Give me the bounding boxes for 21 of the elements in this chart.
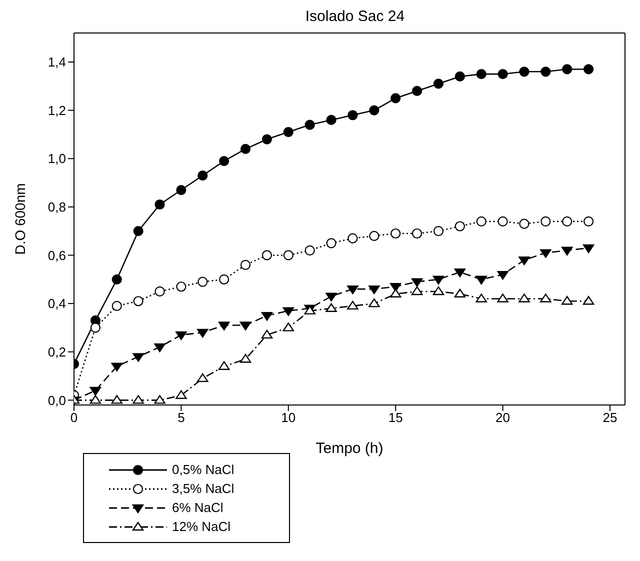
y-tick-label: 0,4 — [48, 296, 66, 312]
legend-label: 12% NaCl — [172, 519, 231, 534]
x-tick-label: 5 — [178, 410, 185, 426]
y-tick-label: 0,8 — [48, 200, 66, 215]
y-tick-label: 1,4 — [48, 54, 66, 70]
y-tick-label: 0,2 — [48, 344, 66, 360]
x-tick-label: 20 — [496, 410, 510, 426]
y-tick-label: 0,6 — [48, 248, 66, 263]
y-axis-title: D.O 600nm — [12, 183, 28, 255]
legend-label: 3,5% NaCl — [172, 481, 234, 496]
y-tick-label: 0,0 — [48, 392, 66, 408]
x-tick-label: 0 — [70, 410, 78, 426]
y-tick-label: 1,2 — [48, 102, 66, 118]
x-axis-title: Tempo (h) — [316, 440, 384, 457]
y-tick-label: 1,0 — [48, 151, 66, 166]
legend-label: 0,5% NaCl — [172, 462, 234, 477]
x-tick-label: 25 — [602, 410, 618, 426]
chart-title: Isolado Sac 24 — [304, 8, 406, 27]
x-tick-label: 15 — [388, 410, 403, 426]
x-tick-label: 10 — [281, 410, 296, 426]
legend-label: 6% NaCl — [172, 500, 224, 515]
